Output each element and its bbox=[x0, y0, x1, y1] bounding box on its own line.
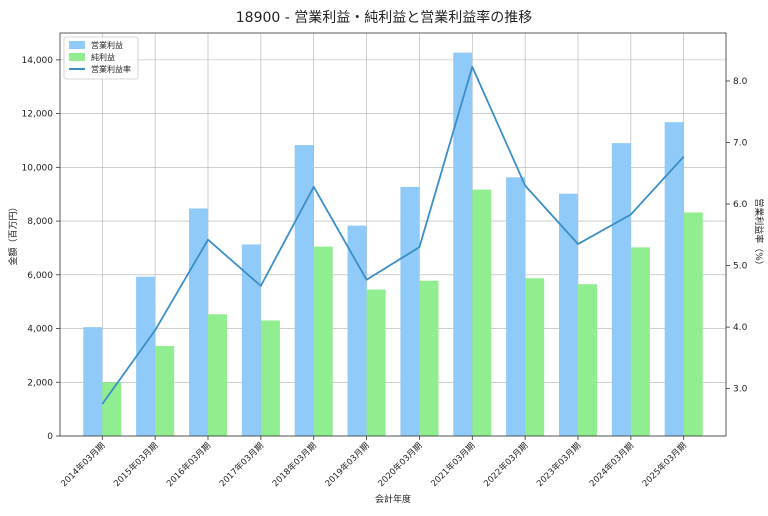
operating-profit-bar bbox=[453, 52, 473, 436]
y-tick-label: 4,000 bbox=[27, 325, 53, 335]
operating-profit-bar bbox=[506, 177, 526, 437]
y-tick-label: 0 bbox=[47, 432, 53, 442]
y-tick-label-right: 5.0 bbox=[733, 262, 748, 272]
x-tick-label: 2017年03月期 bbox=[217, 440, 266, 489]
chart-title: 18900 - 営業利益・純利益と営業利益率の推移 bbox=[236, 9, 533, 26]
net-profit-bar bbox=[419, 280, 439, 436]
net-profit-bar bbox=[313, 246, 333, 436]
legend-swatch-net-profit bbox=[69, 53, 85, 61]
x-tick-label: 2025年03月期 bbox=[640, 440, 689, 489]
x-tick-label: 2024年03月期 bbox=[587, 440, 636, 489]
operating-profit-bar bbox=[136, 276, 156, 436]
y-tick-label-right: 3.0 bbox=[733, 385, 748, 395]
net-profit-bar bbox=[260, 320, 280, 436]
left-axis: 0 2,000 4,000 6,000 8,000 10,000 12,000 14,000 bbox=[22, 56, 60, 442]
right-axis: 3.0 4.0 5.0 6.0 7.0 8.0 bbox=[726, 77, 748, 395]
y-tick-label: 8,000 bbox=[27, 217, 53, 227]
y-tick-label-right: 4.0 bbox=[733, 323, 748, 333]
net-profit-bar bbox=[208, 314, 228, 436]
legend-label-net-profit: 純利益 bbox=[91, 52, 115, 62]
bars bbox=[83, 52, 703, 437]
y-axis-label: 金額（百万円） bbox=[7, 202, 19, 265]
x-tick-label: 2019年03月期 bbox=[323, 440, 372, 489]
margin-line bbox=[101, 65, 685, 405]
x-tick-label: 2015年03月期 bbox=[112, 440, 161, 489]
legend-label-operating-profit: 営業利益 bbox=[91, 40, 123, 50]
y-tick-label: 14,000 bbox=[22, 56, 54, 66]
x-tick-label: 2018年03月期 bbox=[270, 440, 319, 489]
net-profit-bar bbox=[102, 382, 122, 436]
net-profit-bar bbox=[683, 212, 703, 436]
net-profit-bar bbox=[472, 189, 492, 436]
x-tick-label: 2022年03月期 bbox=[482, 440, 531, 489]
x-tick-label: 2016年03月期 bbox=[164, 440, 213, 489]
operating-profit-bar bbox=[558, 193, 578, 436]
y-tick-label-right: 8.0 bbox=[733, 77, 748, 87]
y-tick-label-right: 7.0 bbox=[733, 139, 748, 149]
net-profit-bar bbox=[366, 289, 386, 436]
operating-profit-bar bbox=[188, 208, 208, 436]
x-tick-label: 2020年03月期 bbox=[376, 440, 425, 489]
operating-profit-bar bbox=[611, 143, 631, 437]
y-tick-label: 10,000 bbox=[22, 163, 54, 173]
operating-profit-bar bbox=[347, 225, 367, 436]
y-tick-label-right: 6.0 bbox=[733, 200, 748, 210]
x-tick-label: 2023年03月期 bbox=[534, 440, 583, 489]
x-axis-label: 会計年度 bbox=[375, 493, 411, 505]
y-axis-label-right: 営業利益率（%） bbox=[753, 198, 765, 270]
legend-label-margin: 営業利益率 bbox=[91, 64, 131, 74]
net-profit-bar bbox=[578, 284, 598, 436]
net-profit-bar bbox=[630, 247, 650, 436]
plot-frame bbox=[59, 32, 727, 437]
operating-profit-bar bbox=[83, 327, 103, 436]
y-tick-label: 12,000 bbox=[22, 110, 54, 120]
x-tick-label: 2014年03月期 bbox=[59, 440, 108, 489]
legend: 営業利益 純利益 営業利益率 bbox=[63, 36, 139, 80]
operating-margin-line bbox=[101, 65, 685, 405]
net-profit-bar bbox=[525, 278, 545, 436]
y-tick-label: 2,000 bbox=[27, 378, 53, 388]
operating-profit-bar bbox=[241, 244, 261, 436]
x-tick-label: 2021年03月期 bbox=[429, 440, 478, 489]
x-axis: 2014年03月期 2015年03月期 2016年03月期 2017年03月期 2018… bbox=[59, 436, 689, 489]
operating-profit-bar bbox=[294, 145, 314, 436]
operating-profit-bar bbox=[400, 186, 420, 436]
legend-swatch-operating-profit bbox=[69, 41, 85, 49]
operating-profit-bar bbox=[664, 122, 684, 437]
y-tick-label: 6,000 bbox=[27, 271, 53, 281]
net-profit-bar bbox=[155, 345, 175, 436]
